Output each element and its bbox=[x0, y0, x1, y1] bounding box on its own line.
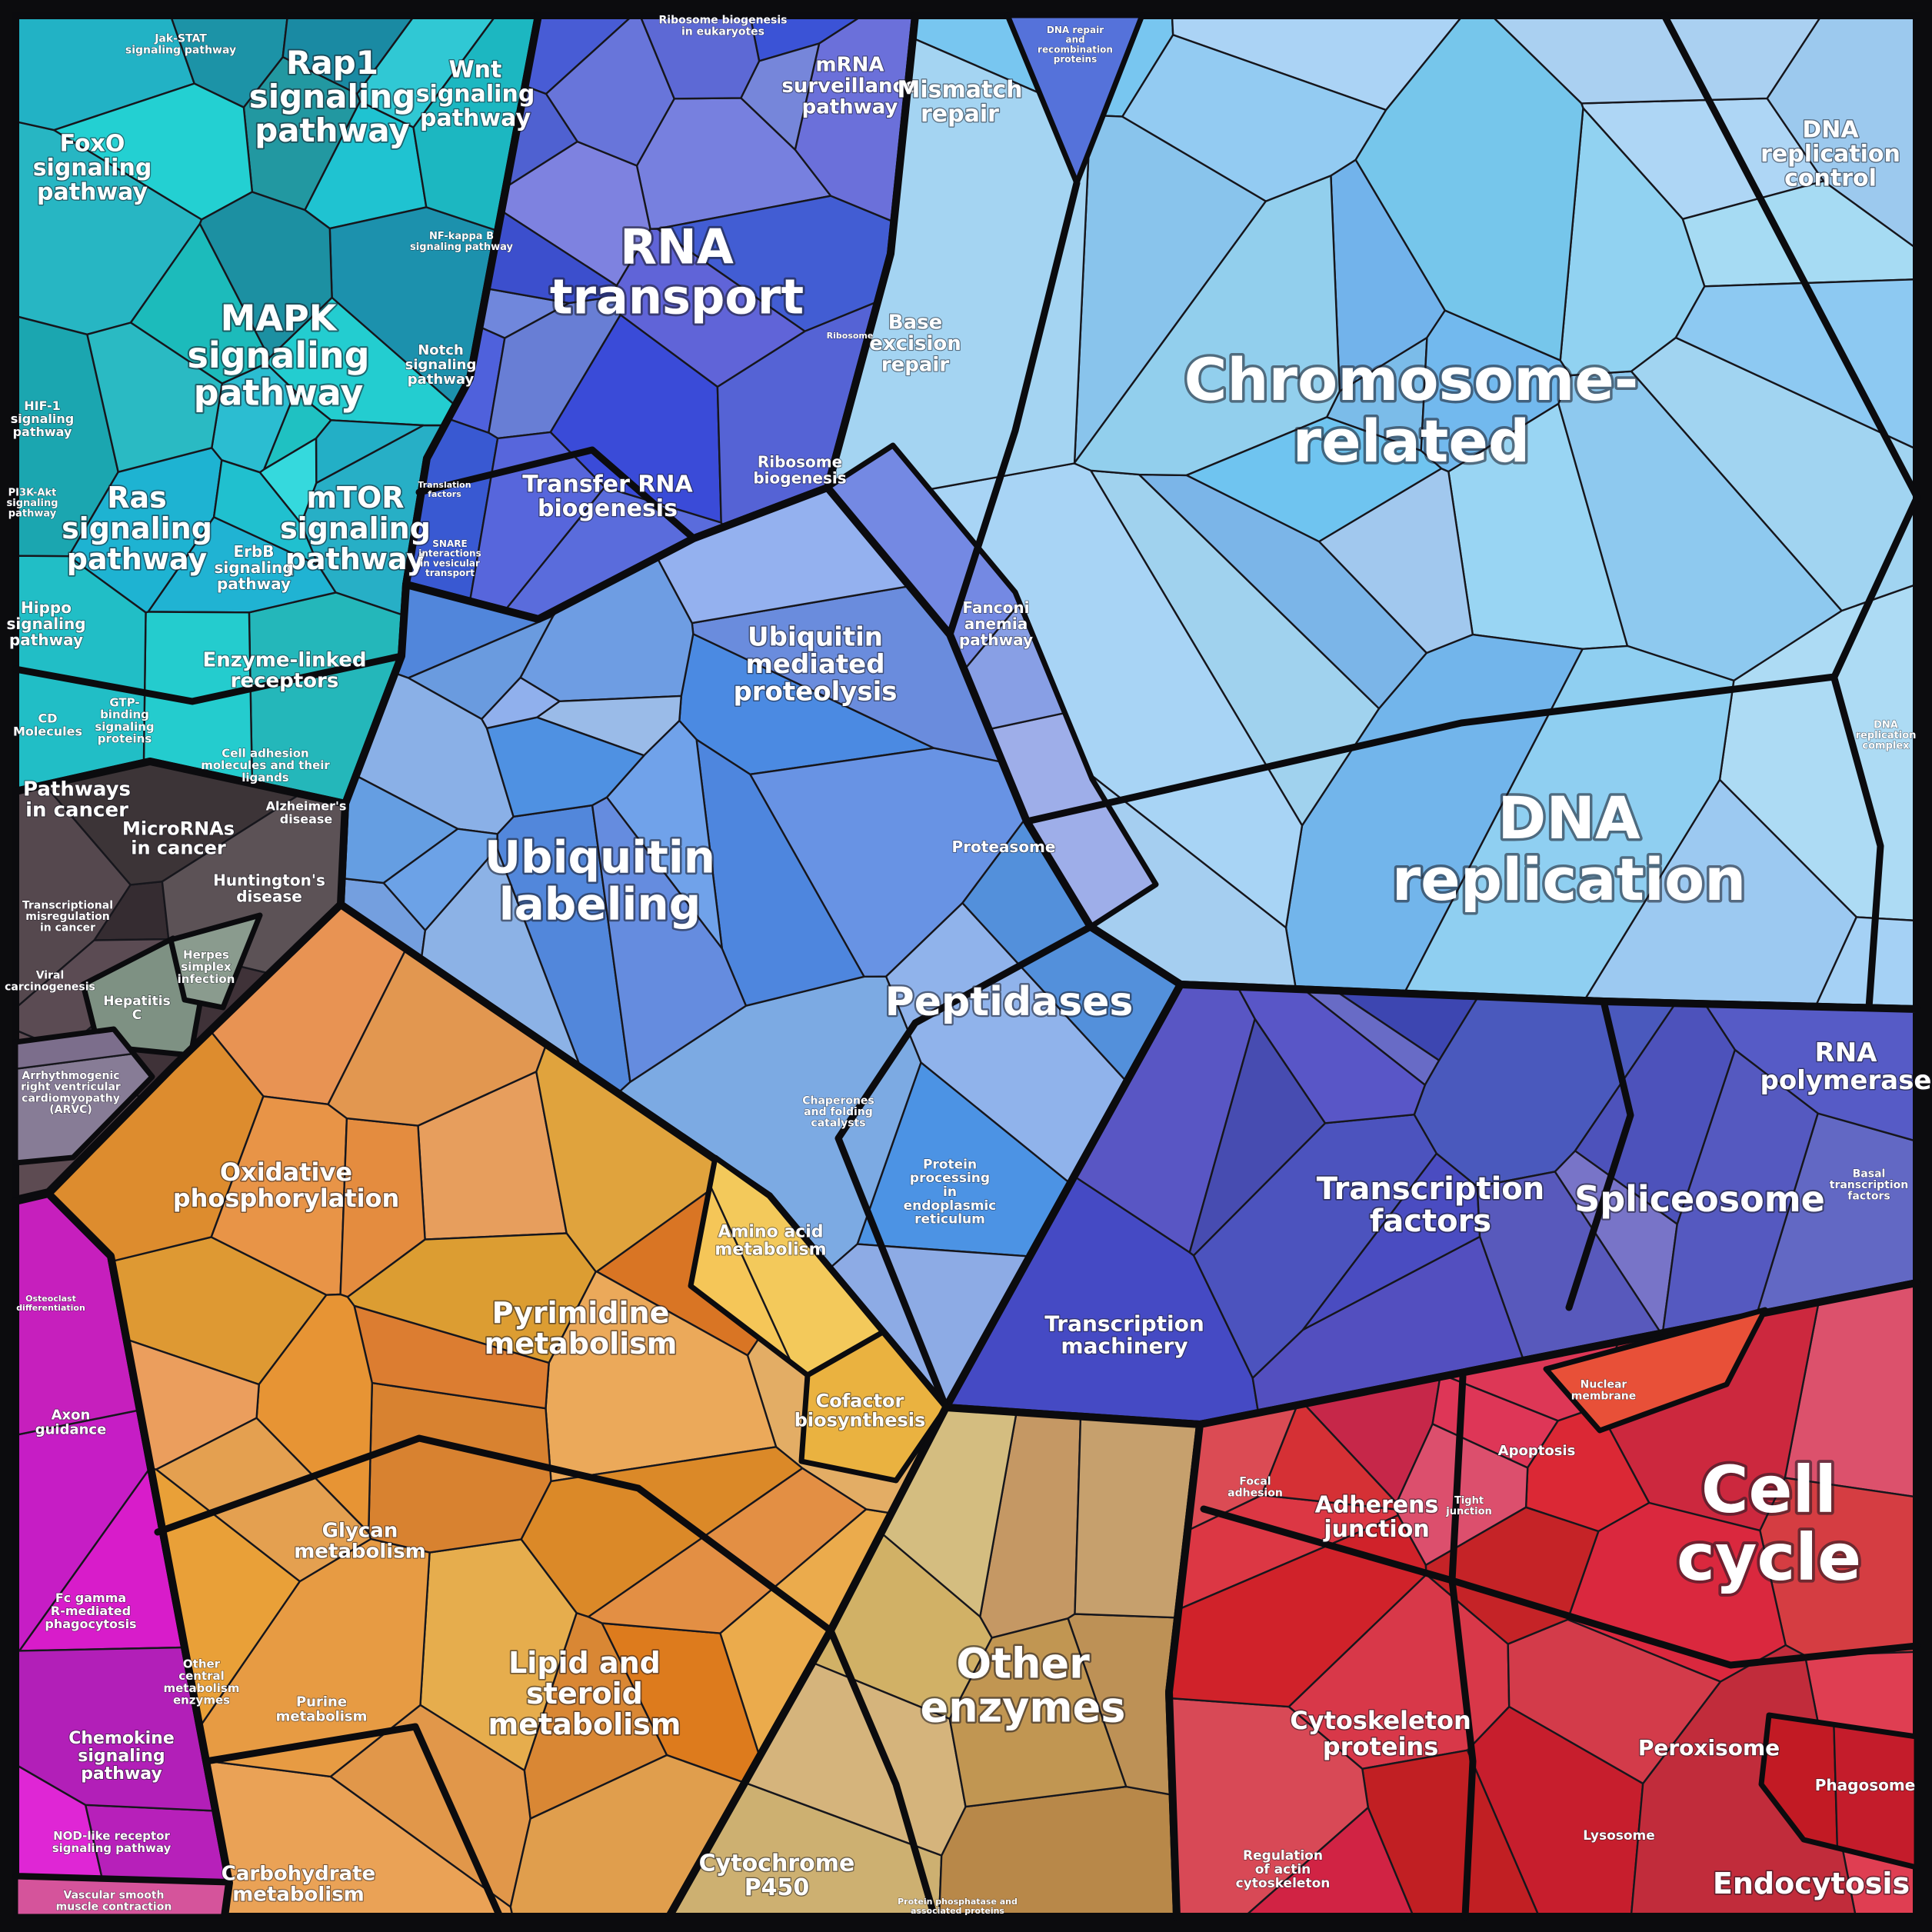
region-immune-magenta[interactable] bbox=[12, 1190, 233, 1887]
cell-transcription-purple-9[interactable] bbox=[1661, 1048, 1819, 1334]
cell-cellular-red-18[interactable] bbox=[1394, 1423, 1529, 1567]
cell-metabolism-orange-27[interactable] bbox=[346, 1232, 597, 1364]
region-fill-cofactor-yellow bbox=[801, 1332, 946, 1481]
region-fill-herpes-sage bbox=[171, 915, 260, 1008]
subgroup-boundaries bbox=[12, 12, 1920, 1920]
region-protein-midblue[interactable] bbox=[337, 484, 1184, 1411]
region-nuclear-membrane-cell[interactable] bbox=[1543, 1307, 1768, 1434]
cell-signaling-teal-21[interactable] bbox=[86, 321, 223, 473]
cell-immune-magenta-1[interactable] bbox=[84, 1804, 231, 1884]
region-chromosome-lightblue[interactable] bbox=[824, 12, 1920, 1013]
cell-signaling-teal-24[interactable] bbox=[212, 459, 319, 566]
region-enzymes-tan[interactable] bbox=[665, 1404, 1204, 1920]
cell-enzymes-tan-7[interactable] bbox=[948, 1617, 1128, 1808]
region-fill-nuclear-membrane-cell bbox=[1546, 1310, 1765, 1431]
region-phagosome-darkred[interactable] bbox=[1758, 1712, 1920, 1870]
cell-protein-midblue-19[interactable] bbox=[481, 676, 561, 729]
cell-cellular-red-8[interactable] bbox=[1361, 1749, 1541, 1918]
cell-signaling-teal-20[interactable] bbox=[211, 362, 297, 474]
region-fill-dna-repair-wedge bbox=[1008, 15, 1142, 183]
cell-chromosome-lightblue-19[interactable] bbox=[1185, 416, 1443, 543]
region-cofactor-yellow[interactable] bbox=[798, 1329, 949, 1484]
cell-signaling-teal-25[interactable] bbox=[198, 191, 333, 359]
region-transcription-purple[interactable] bbox=[942, 981, 1920, 1428]
cell-phagosome-darkred-1[interactable] bbox=[1833, 1724, 1918, 1869]
cell-protein-midblue-20[interactable] bbox=[382, 828, 498, 931]
region-arvc-gray[interactable] bbox=[12, 1026, 155, 1166]
region-fill-muscle-pink bbox=[15, 1877, 229, 1917]
cell-metabolism-orange-13[interactable] bbox=[368, 1381, 552, 1554]
region-fanconi-slab[interactable] bbox=[824, 442, 1159, 930]
cell-cellular-red-10[interactable] bbox=[1759, 1477, 1918, 1657]
cell-metabolism-orange-25[interactable] bbox=[155, 1417, 372, 1583]
region-muscle-pink[interactable] bbox=[12, 1874, 232, 1920]
region-rna-transport-blue[interactable] bbox=[402, 12, 919, 623]
region-herpes-sage[interactable] bbox=[168, 912, 263, 1011]
cell-chromosome-lightblue-29[interactable] bbox=[1354, 14, 1584, 361]
region-dna-repair-wedge[interactable] bbox=[1004, 12, 1145, 186]
